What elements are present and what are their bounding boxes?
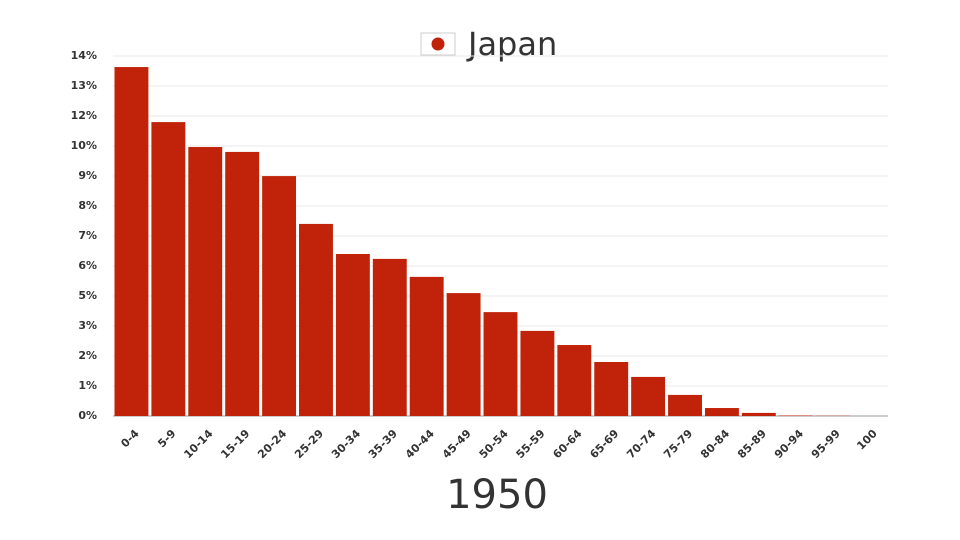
x-tick-label: 0-4 [118,427,141,450]
flag [420,32,456,56]
bar [741,412,776,416]
bar [631,376,666,416]
bar [409,276,444,416]
bar [225,151,260,416]
bar [483,312,518,416]
x-tick-label: 30-34 [329,427,363,461]
bar [594,362,629,416]
x-tick-label: 25-29 [292,427,326,461]
y-tick-label: 10% [71,139,97,152]
x-tick-label: 75-79 [661,427,695,461]
x-tick-label: 95-99 [809,427,843,461]
x-tick-label: 65-69 [587,427,621,461]
x-tick-label: 45-49 [440,427,474,461]
bar [335,254,370,416]
bar [668,394,702,416]
y-tick-label: 13% [71,79,97,92]
bar [520,330,555,416]
y-tick-label: 9% [78,169,97,182]
chart-title: Japan [466,25,557,63]
bar [114,67,149,417]
bar [704,408,739,416]
bar [557,345,592,416]
y-tick-label: 12% [71,109,97,122]
x-tick-label: 70-74 [624,427,658,461]
bar [188,147,223,416]
y-tick-label: 14% [71,49,97,62]
x-tick-label: 35-39 [366,427,400,461]
x-tick-label: 80-84 [698,427,732,461]
x-tick-label: 50-54 [477,427,511,461]
year-label: 1950 [446,472,548,518]
x-tick-label: 60-64 [550,427,584,461]
bar [299,223,333,416]
x-tick-label: 10-14 [181,427,215,461]
x-tick-label: 15-19 [218,427,252,461]
y-tick-label: 5% [78,289,97,302]
bar [151,122,186,416]
y-tick-label: 6% [78,259,97,272]
x-tick-label: 20-24 [255,427,289,461]
y-tick-label: 2% [78,349,97,362]
bar [446,293,481,416]
bar [372,258,407,416]
y-tick-label: 1% [78,379,97,392]
y-tick-label: 7% [78,229,97,242]
x-tick-label: 85-89 [735,427,769,461]
y-tick-label: 0% [78,409,97,422]
bar [778,415,813,416]
x-tick-label: 5-9 [155,427,178,450]
y-tick-label: 8% [78,199,97,212]
x-tick-label: 90-94 [772,427,806,461]
x-tick-label: 55-59 [514,427,548,461]
x-tick-label: 40-44 [403,427,437,461]
x-tick-label: 100 [854,427,880,453]
bar [262,176,297,416]
y-tick-label: 3% [78,319,97,332]
